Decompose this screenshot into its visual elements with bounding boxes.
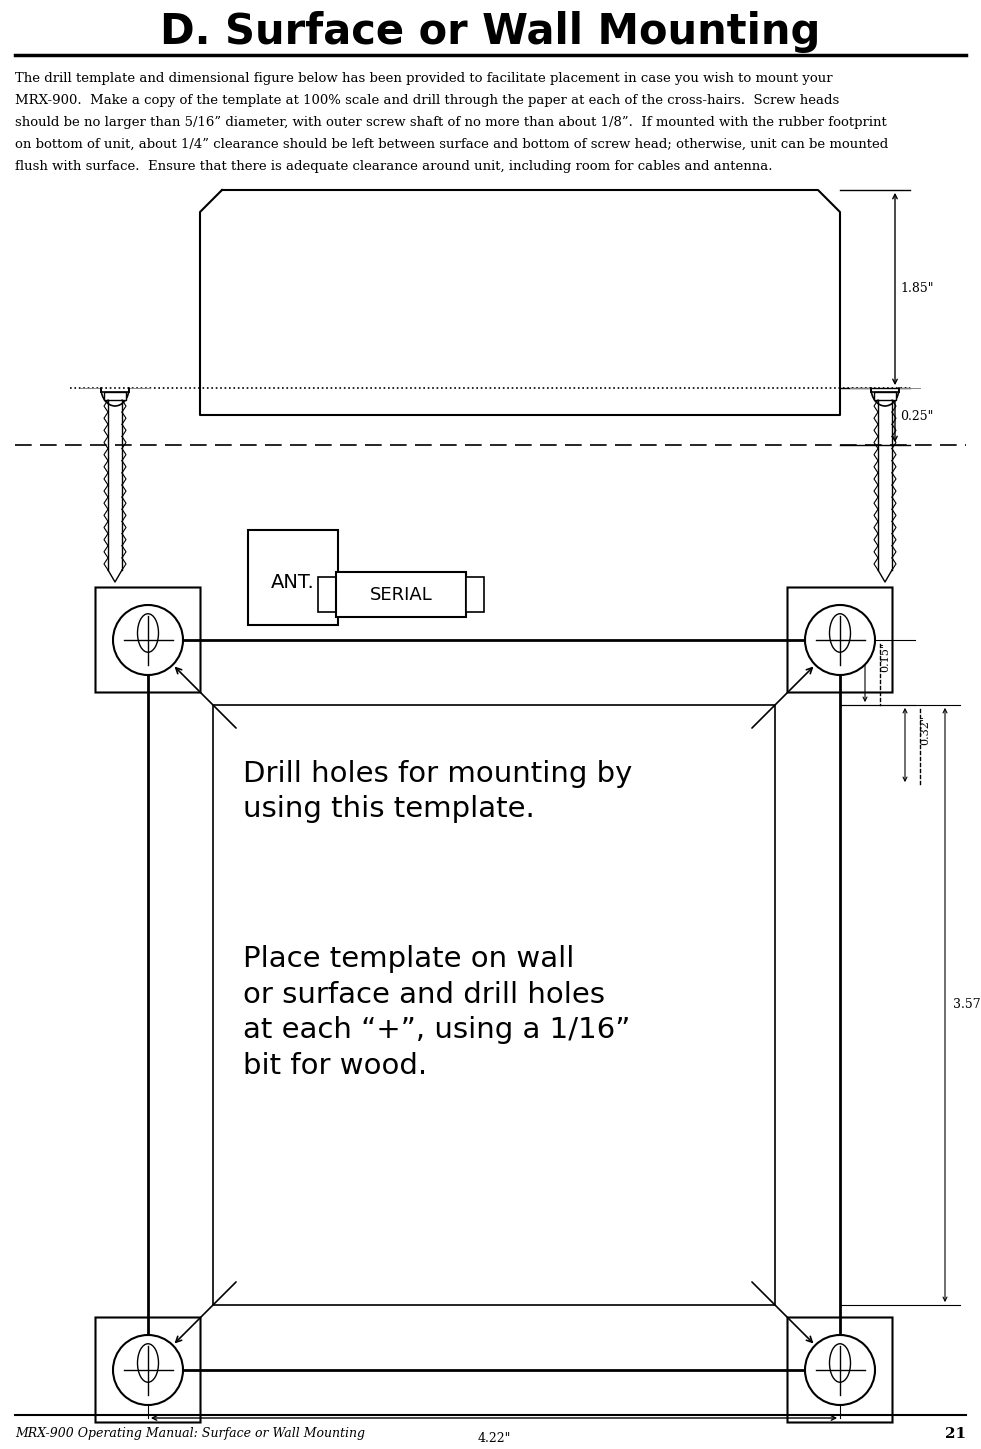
Bar xyxy=(336,572,466,617)
Circle shape xyxy=(113,1335,183,1406)
Text: Place template on wall
or surface and drill holes
at each “+”, using a 1/16”
bit: Place template on wall or surface and dr… xyxy=(243,945,631,1080)
Bar xyxy=(104,393,126,400)
Bar xyxy=(213,706,775,1306)
Circle shape xyxy=(805,1335,875,1406)
Bar xyxy=(318,577,336,611)
Bar xyxy=(466,577,484,611)
Text: flush with surface.  Ensure that there is adequate clearance around unit, includ: flush with surface. Ensure that there is… xyxy=(15,159,772,172)
Text: 3.57": 3.57" xyxy=(953,998,981,1011)
Text: D. Surface or Wall Mounting: D. Surface or Wall Mounting xyxy=(160,12,820,54)
Text: Drill holes for mounting by
using this template.: Drill holes for mounting by using this t… xyxy=(243,759,633,823)
Text: 0.32": 0.32" xyxy=(920,714,930,745)
Bar xyxy=(148,640,840,1369)
Text: on bottom of unit, about 1/4” clearance should be left between surface and botto: on bottom of unit, about 1/4” clearance … xyxy=(15,138,888,151)
Text: 21: 21 xyxy=(945,1427,966,1440)
Text: The drill template and dimensional figure below has been provided to facilitate : The drill template and dimensional figur… xyxy=(15,72,833,85)
Text: MRX-900 Operating Manual: Surface or Wall Mounting: MRX-900 Operating Manual: Surface or Wal… xyxy=(15,1427,365,1440)
Text: 4.22": 4.22" xyxy=(478,1432,511,1445)
Bar xyxy=(248,530,338,625)
Text: should be no larger than 5/16” diameter, with outer screw shaft of no more than : should be no larger than 5/16” diameter,… xyxy=(15,116,887,129)
Text: ANT.: ANT. xyxy=(271,572,315,591)
Text: SERIAL: SERIAL xyxy=(370,585,433,603)
Circle shape xyxy=(113,606,183,675)
Polygon shape xyxy=(200,190,840,414)
Bar xyxy=(874,393,896,400)
Text: MRX-900.  Make a copy of the template at 100% scale and drill through the paper : MRX-900. Make a copy of the template at … xyxy=(15,94,840,107)
Text: 1.85": 1.85" xyxy=(900,283,934,296)
Text: 0.15": 0.15" xyxy=(880,642,890,672)
Circle shape xyxy=(805,606,875,675)
Text: 0.25": 0.25" xyxy=(900,410,933,423)
